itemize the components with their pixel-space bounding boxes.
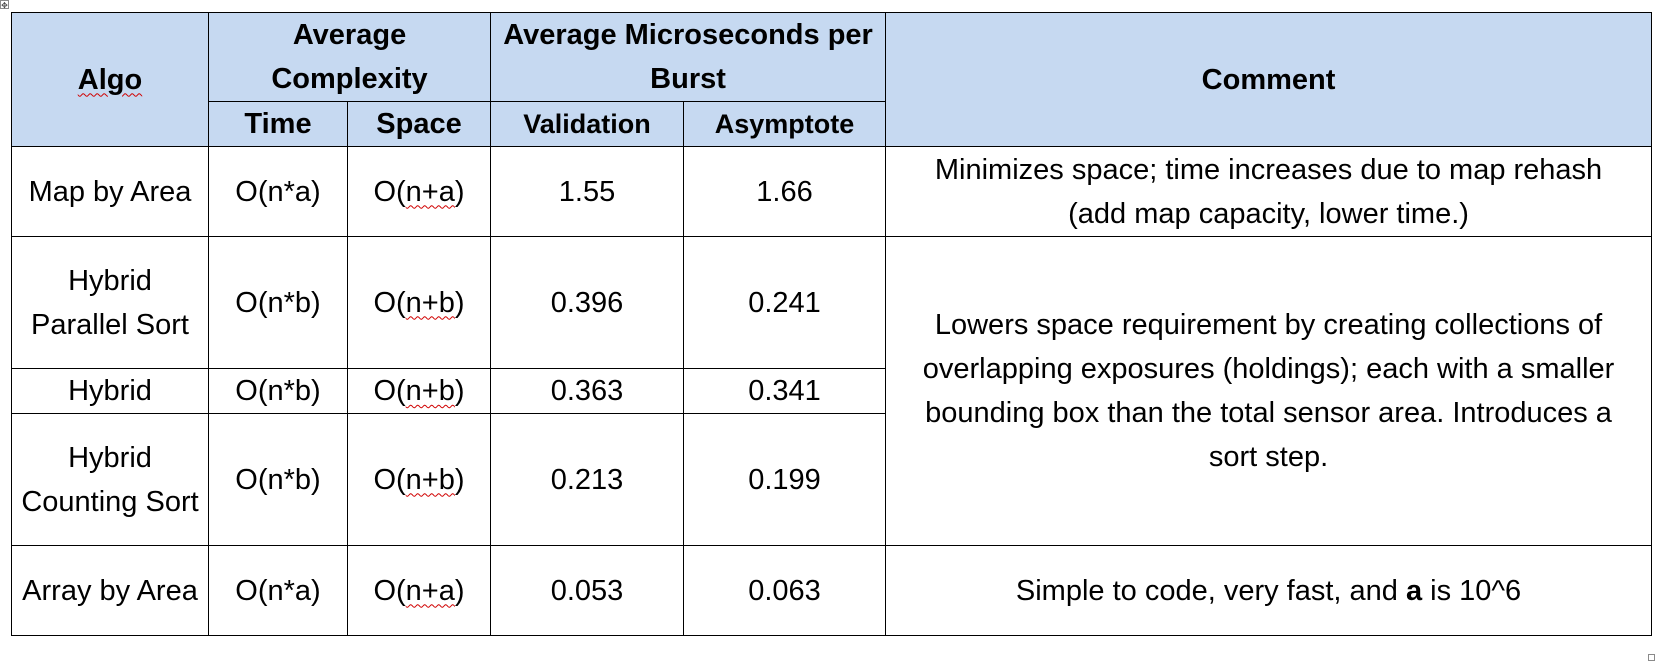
cell-time: O(n*b) [208,413,348,546]
cell-comment: Minimizes space; time increases due to m… [885,146,1653,237]
header-comment: Comment [885,12,1653,147]
header-validation: Validation [490,101,685,147]
cell-asymptote: 0.341 [683,368,887,414]
cell-space: O(n+a) [346,545,492,636]
header-algo: Algo [11,12,209,147]
table-row: Hybrid Counting Sort O(n*b) O(n+b) 0.213… [11,413,1652,546]
cell-algo: Hybrid Counting Sort [11,413,209,546]
cell-asymptote: 0.063 [683,545,887,636]
algorithm-comparison-table: Algo Average Complexity Average Microsec… [11,12,1653,636]
cell-algo: Hybrid Parallel Sort [11,236,209,369]
cell-comment-hybrid: Lowers space requirement by creating col… [885,236,1653,546]
table-row: Map by Area O(n*a) O(n+a) 1.55 1.66 Mini… [11,146,1653,237]
table-move-handle[interactable]: ✥ [0,0,9,10]
cell-asymptote: 0.241 [683,236,887,369]
header-average-complexity: Average Complexity [207,12,492,102]
cell-space: O(n+b) [346,368,492,414]
cell-comment: Simple to code, very fast, and a is 10^6 [885,545,1653,636]
cell-algo: Hybrid [11,368,209,414]
cell-validation: 1.55 [490,146,685,237]
cell-space: O(n+b) [346,413,492,546]
header-time: Time [208,101,348,147]
cell-algo: Map by Area [11,146,209,237]
header-asymptote: Asymptote [683,101,887,147]
cell-validation: 0.213 [490,413,685,546]
cell-validation: 0.396 [490,236,685,369]
cell-validation: 0.053 [490,545,685,636]
table-row: Hybrid Parallel Sort O(n*b) O(n+b) 0.396… [11,236,1653,546]
cell-asymptote: 1.66 [683,146,887,237]
table-row: Hybrid O(n*b) O(n+b) 0.363 0.341 [11,368,1652,414]
header-average-microseconds: Average Microseconds per Burst [490,12,887,102]
cell-space: O(n+a) [346,146,492,237]
cell-time: O(n*b) [208,236,348,369]
cell-time: O(n*a) [208,545,348,636]
header-space: Space [346,101,492,147]
table-resize-handle[interactable] [1648,654,1655,661]
cell-time: O(n*a) [208,146,348,237]
cell-time: O(n*b) [208,368,348,414]
table-row: Array by Area O(n*a) O(n+a) 0.053 0.063 … [11,545,1653,636]
cell-asymptote: 0.199 [683,413,887,546]
cell-validation: 0.363 [490,368,685,414]
cell-space: O(n+b) [346,236,492,369]
cell-algo: Array by Area [11,545,209,636]
